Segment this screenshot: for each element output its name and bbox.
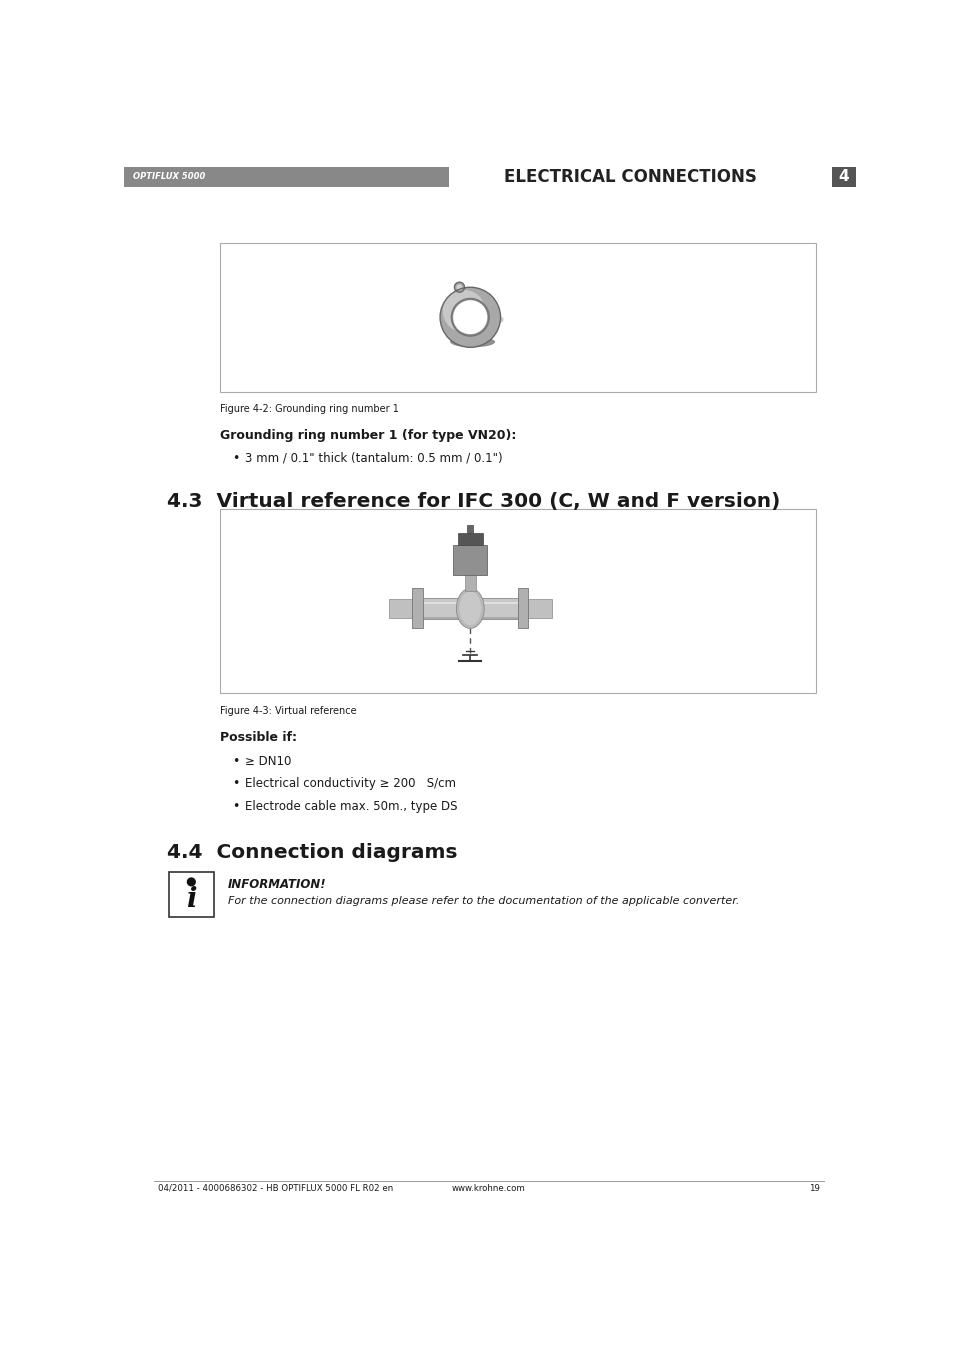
Text: 4.4  Connection diagrams: 4.4 Connection diagrams — [167, 843, 457, 862]
Text: For the connection diagrams please refer to the documentation of the applicable : For the connection diagrams please refer… — [228, 896, 739, 907]
Text: Grounding ring number 1 (for type VN20):: Grounding ring number 1 (for type VN20): — [220, 428, 516, 442]
Ellipse shape — [439, 311, 503, 328]
Circle shape — [454, 301, 486, 334]
Bar — [831, 166, 855, 188]
Text: 19: 19 — [808, 1183, 819, 1193]
Bar — [389, 600, 412, 617]
Ellipse shape — [456, 589, 484, 628]
Text: INFORMATION!: INFORMATION! — [228, 878, 326, 892]
Text: Figure 4-3: Virtual reference: Figure 4-3: Virtual reference — [220, 705, 356, 716]
Circle shape — [454, 282, 464, 292]
Bar — [220, 508, 815, 693]
Bar — [467, 526, 473, 532]
Text: 04/2011 - 4000686302 - HB OPTIFLUX 5000 FL R02 en: 04/2011 - 4000686302 - HB OPTIFLUX 5000 … — [158, 1183, 393, 1193]
Text: Electrical conductivity ≥ 200   S/cm: Electrical conductivity ≥ 200 S/cm — [245, 777, 456, 790]
Text: •: • — [232, 755, 239, 767]
Text: ELECTRICAL CONNECTIONS: ELECTRICAL CONNECTIONS — [503, 168, 756, 186]
Text: 4: 4 — [838, 169, 848, 185]
Bar — [220, 243, 815, 392]
Bar — [457, 532, 482, 546]
Text: •: • — [232, 451, 239, 465]
Circle shape — [456, 285, 461, 289]
Text: OPTIFLUX 5000: OPTIFLUX 5000 — [133, 173, 205, 181]
Bar — [412, 589, 422, 628]
Text: Figure 4-2: Grounding ring number 1: Figure 4-2: Grounding ring number 1 — [220, 404, 398, 413]
Text: Possible if:: Possible if: — [220, 731, 296, 744]
Bar — [517, 589, 528, 628]
Text: 4.3  Virtual reference for IFC 300 (C, W and F version): 4.3 Virtual reference for IFC 300 (C, W … — [167, 492, 780, 511]
Ellipse shape — [459, 592, 480, 626]
Text: •: • — [232, 777, 239, 790]
Circle shape — [440, 288, 499, 347]
Bar — [422, 601, 517, 604]
Bar — [169, 871, 213, 917]
Bar — [464, 574, 476, 592]
Bar — [528, 600, 551, 617]
Bar — [453, 546, 487, 574]
Text: Electrode cable max. 50m., type DS: Electrode cable max. 50m., type DS — [245, 800, 456, 813]
Text: ≥ DN10: ≥ DN10 — [245, 755, 291, 767]
Bar — [124, 166, 449, 188]
Circle shape — [187, 878, 195, 886]
Ellipse shape — [450, 336, 495, 347]
Text: www.krohne.com: www.krohne.com — [452, 1183, 525, 1193]
Text: i: i — [186, 886, 196, 913]
Bar — [422, 597, 517, 619]
Circle shape — [443, 290, 484, 331]
Bar — [422, 616, 517, 619]
Text: •: • — [232, 800, 239, 813]
Text: 3 mm / 0.1" thick (tantalum: 0.5 mm / 0.1"): 3 mm / 0.1" thick (tantalum: 0.5 mm / 0.… — [245, 451, 502, 465]
